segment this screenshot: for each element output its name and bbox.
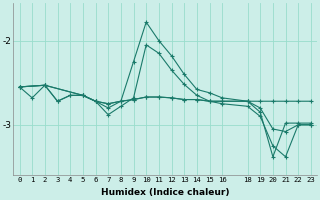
X-axis label: Humidex (Indice chaleur): Humidex (Indice chaleur) [101,188,229,197]
